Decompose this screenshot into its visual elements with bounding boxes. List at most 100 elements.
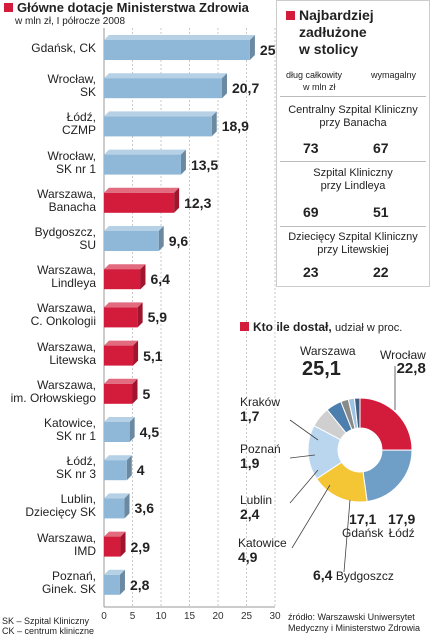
value-label: 18,9 bbox=[221, 118, 249, 135]
title-marker-icon bbox=[4, 3, 13, 12]
bar-front-face bbox=[104, 307, 138, 328]
bar bbox=[104, 35, 255, 60]
x-tick-label: 30 bbox=[269, 611, 281, 622]
bar bbox=[104, 493, 130, 519]
value-label: 5 bbox=[142, 385, 151, 402]
bar-side-face bbox=[132, 378, 138, 404]
x-tick-label: 25 bbox=[241, 611, 253, 622]
category-label: Bydgoszcz, SU bbox=[34, 225, 96, 252]
value-label: 9,6 bbox=[168, 233, 189, 249]
debt-due-2: 51 bbox=[373, 204, 389, 220]
bar-front-face bbox=[104, 154, 181, 175]
pie-label-lublin: Lublin 2,4 bbox=[240, 493, 273, 522]
bar bbox=[104, 455, 132, 481]
bar-top-face bbox=[104, 340, 139, 346]
bar-side-face bbox=[126, 455, 132, 481]
bar-chart-subtitle: w mln zł, I półrocze 2008 bbox=[15, 16, 126, 27]
bar bbox=[104, 111, 217, 137]
pie-label-bydgoszcz: 6,4 Bydgoszcz bbox=[313, 567, 394, 583]
value-label: 4,5 bbox=[139, 424, 160, 440]
value-label: 3,6 bbox=[134, 500, 154, 517]
divider bbox=[280, 226, 426, 227]
debt-table-box bbox=[276, 0, 430, 287]
value-label: 2,9 bbox=[130, 538, 150, 555]
category-label: Warszawa, Banacha bbox=[37, 186, 96, 214]
debt-table-title: Najbardziej zadłużone w stolicy bbox=[286, 7, 374, 58]
bar-side-face bbox=[120, 531, 126, 557]
bar-top-face bbox=[104, 187, 180, 193]
x-tick-label: 0 bbox=[101, 611, 107, 622]
bar-side-face bbox=[180, 149, 186, 175]
bar-top-face bbox=[104, 35, 255, 40]
pie-label-krakow: Kraków 1,7 bbox=[240, 395, 281, 424]
category-label: Warszawa, im. Orłowskiego bbox=[10, 377, 96, 405]
leader-line bbox=[291, 484, 331, 549]
bar-front-face bbox=[104, 460, 127, 481]
pie-label-wroclaw: Wrocław 22,8 bbox=[380, 348, 426, 377]
bar-front-face bbox=[104, 269, 141, 290]
pie-label-lodz: 17,9 Łódź bbox=[388, 511, 416, 540]
debt-due-3: 22 bbox=[373, 264, 389, 280]
hospital-name-3: Dziecięcy Szpital Kliniczny przy Litewski… bbox=[288, 231, 418, 256]
bar bbox=[104, 569, 125, 595]
debt-total-1: 73 bbox=[303, 140, 319, 156]
bar bbox=[104, 531, 126, 557]
bar-side-face bbox=[119, 569, 125, 595]
bar bbox=[104, 264, 146, 290]
category-label: Warszawa, C. Onkologii bbox=[30, 301, 96, 329]
bar-side-face bbox=[158, 226, 164, 251]
x-tick-label: 5 bbox=[130, 611, 136, 622]
pie-slice bbox=[359, 397, 413, 451]
category-label: Łódź, SK nr 3 bbox=[55, 454, 96, 482]
bar-side-face bbox=[137, 302, 143, 328]
category-label: Katowice, SK nr 1 bbox=[43, 416, 96, 443]
bar-side-face bbox=[249, 35, 255, 60]
bar-side-face bbox=[129, 417, 135, 442]
debt-total-2: 69 bbox=[303, 204, 319, 220]
x-tick-label: 20 bbox=[212, 611, 224, 622]
bar-top-face bbox=[104, 569, 125, 575]
note-sk: SK – Szpital Kliniczny bbox=[2, 616, 90, 626]
category-label: Warszawa, Litewska bbox=[37, 339, 96, 367]
bar-side-face bbox=[221, 73, 227, 99]
category-label: Wrocław, SK bbox=[47, 72, 96, 100]
source-note: źródło: Warszawski Uniwersytet Medyczny i… bbox=[288, 612, 421, 633]
bar-front-face bbox=[104, 536, 121, 557]
title-marker-icon bbox=[240, 322, 249, 331]
bar-front-face bbox=[104, 192, 175, 213]
value-label: 13,5 bbox=[190, 156, 219, 173]
bar-side-face bbox=[174, 187, 180, 213]
bar-front-face bbox=[104, 231, 159, 251]
bar bbox=[104, 417, 135, 442]
pie-label-warszawa: Warszawa 25,1 bbox=[300, 344, 356, 380]
bar-front-face bbox=[104, 345, 134, 366]
pie-slice bbox=[362, 449, 413, 503]
bar-front-face bbox=[104, 422, 130, 442]
pie-chart-title: Kto ile dostał, udział w proc. bbox=[240, 320, 402, 334]
bar-top-face bbox=[104, 417, 135, 422]
bar-side-face bbox=[211, 111, 217, 137]
pie-label-poznan: Poznań 1,9 bbox=[240, 442, 281, 471]
bar bbox=[104, 378, 138, 404]
pie-slice bbox=[353, 397, 361, 429]
value-label: 5,9 bbox=[147, 309, 168, 326]
bar-top-face bbox=[104, 111, 217, 117]
bar-front-face bbox=[104, 116, 212, 137]
bar-top-face bbox=[104, 264, 146, 270]
bar bbox=[104, 187, 180, 213]
value-label: 2,8 bbox=[129, 576, 150, 593]
bar-top-face bbox=[104, 149, 186, 155]
value-label: 5,1 bbox=[143, 347, 163, 364]
value-label: 4 bbox=[136, 462, 145, 479]
bar bbox=[104, 226, 164, 251]
bar bbox=[104, 302, 143, 328]
x-tick-label: 10 bbox=[155, 611, 167, 622]
bar-top-face bbox=[104, 493, 130, 499]
bar-top-face bbox=[104, 226, 164, 231]
bar-top-face bbox=[104, 302, 143, 308]
value-label: 20,7 bbox=[231, 80, 260, 97]
leader-line bbox=[289, 419, 319, 441]
bar-front-face bbox=[104, 383, 133, 404]
debt-due-1: 67 bbox=[373, 140, 389, 156]
